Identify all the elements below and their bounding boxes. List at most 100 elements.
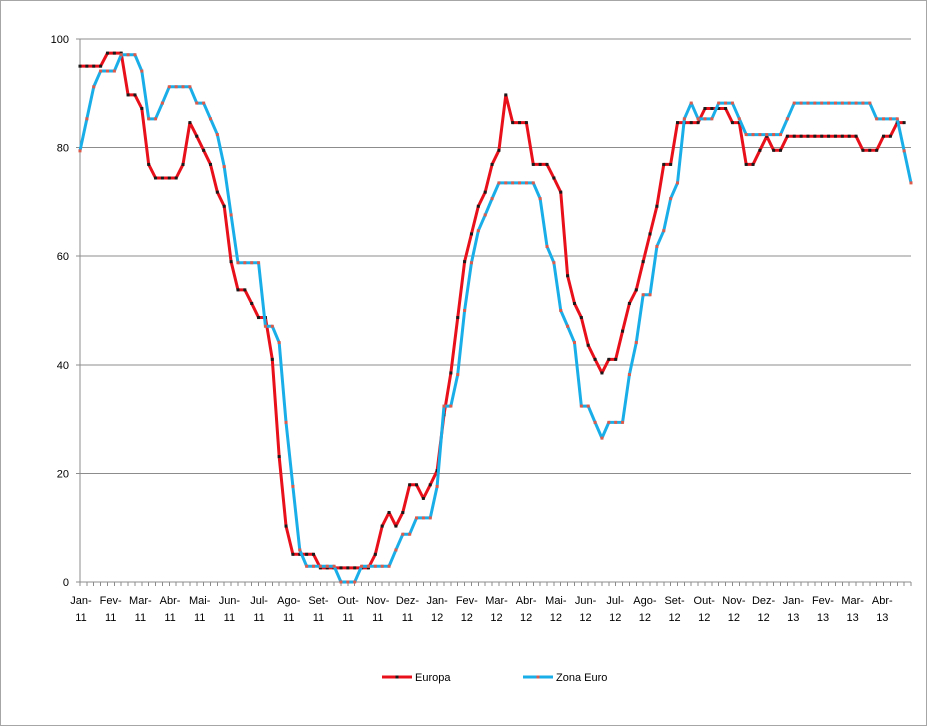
data-point [552, 176, 556, 180]
x-tick-label: Abr- [160, 595, 181, 607]
data-point [882, 134, 886, 138]
data-point [545, 244, 549, 248]
data-point [312, 564, 315, 568]
data-point [799, 101, 803, 105]
data-point [257, 316, 261, 320]
data-point [868, 148, 872, 152]
data-point [600, 436, 604, 440]
x-tick-label: Jun- [575, 595, 597, 607]
data-point [717, 101, 721, 105]
x-tick-label: 13 [847, 612, 859, 624]
data-point [318, 566, 322, 570]
data-point [174, 176, 178, 180]
data-point [669, 197, 673, 201]
data-point [456, 316, 460, 320]
data-point [600, 371, 604, 375]
x-tick-label: 11 [342, 612, 353, 624]
series-line [78, 53, 913, 584]
data-point [147, 117, 151, 121]
data-point [105, 51, 109, 55]
data-point [531, 162, 535, 166]
data-point [373, 564, 377, 568]
data-point [552, 261, 556, 265]
data-point [202, 101, 206, 105]
series-group [78, 51, 913, 584]
data-point [119, 53, 123, 57]
data-point [373, 552, 377, 556]
x-tick-label: Fev- [100, 595, 122, 607]
data-point [428, 516, 432, 520]
data-point [607, 357, 611, 361]
data-point [401, 511, 405, 514]
x-tick-label: 12 [728, 612, 740, 624]
data-point [243, 288, 247, 292]
x-tick-label: 11 [194, 612, 205, 624]
x-axis: Jan- 11 Fev- 11 Mar- 11 Abr- 11 Mai- 11 Jun- 11 Jul-… [70, 581, 912, 624]
data-point [827, 134, 831, 138]
y-tick-label: 100 [51, 34, 69, 46]
data-point [497, 181, 501, 185]
x-tick-label: Jun- [219, 595, 241, 607]
data-point [195, 134, 199, 138]
data-point [882, 117, 886, 121]
data-point [160, 101, 164, 105]
x-tick-label: Mai- [545, 595, 567, 607]
x-tick-label: Out- [337, 595, 359, 607]
legend-label: Zona Euro [556, 672, 607, 684]
data-point [902, 121, 906, 125]
data-point [112, 69, 116, 73]
data-point [305, 564, 309, 568]
data-point [593, 357, 597, 361]
data-point [758, 148, 762, 152]
data-point [298, 552, 302, 556]
data-point [641, 293, 645, 297]
data-point [270, 324, 274, 328]
data-point [572, 301, 576, 305]
data-point [662, 229, 666, 233]
data-point [545, 162, 549, 166]
data-point [579, 404, 583, 408]
data-point [408, 532, 412, 536]
data-point [854, 134, 858, 138]
data-point [689, 121, 693, 125]
x-tick-label: Out- [694, 595, 716, 607]
x-tick-label: 12 [757, 612, 769, 624]
series-zona-euro [78, 53, 913, 584]
data-point [806, 134, 810, 138]
x-tick-label: Mar- [129, 595, 152, 607]
y-tick-label: 80 [57, 143, 69, 155]
data-point [195, 101, 199, 105]
data-point [208, 162, 212, 166]
data-point [298, 548, 302, 552]
data-point [888, 134, 892, 138]
data-point [92, 85, 96, 89]
data-point [394, 548, 398, 552]
data-point [813, 134, 817, 138]
data-point [703, 107, 707, 110]
data-point [366, 564, 370, 568]
x-tick-label: 11 [253, 612, 264, 624]
data-point [751, 133, 755, 137]
y-tick-label: 20 [57, 468, 69, 480]
data-point [682, 117, 686, 121]
data-point [380, 524, 384, 528]
x-tick-label: 11 [224, 612, 235, 624]
data-point [442, 404, 446, 408]
data-point [222, 204, 226, 208]
data-point [655, 244, 659, 248]
data-point [710, 107, 714, 110]
y-tick-label: 60 [57, 251, 69, 263]
x-tick-label: 12 [431, 612, 443, 624]
data-point [119, 51, 123, 55]
data-point [779, 133, 783, 137]
data-point [902, 149, 906, 153]
x-tick-label: 12 [668, 612, 680, 624]
x-tick-label: Jan- [70, 595, 92, 607]
x-tick-label: Abr- [872, 595, 893, 607]
data-point [154, 117, 158, 121]
data-point [648, 293, 652, 297]
data-point [813, 101, 817, 105]
data-point [167, 85, 171, 89]
